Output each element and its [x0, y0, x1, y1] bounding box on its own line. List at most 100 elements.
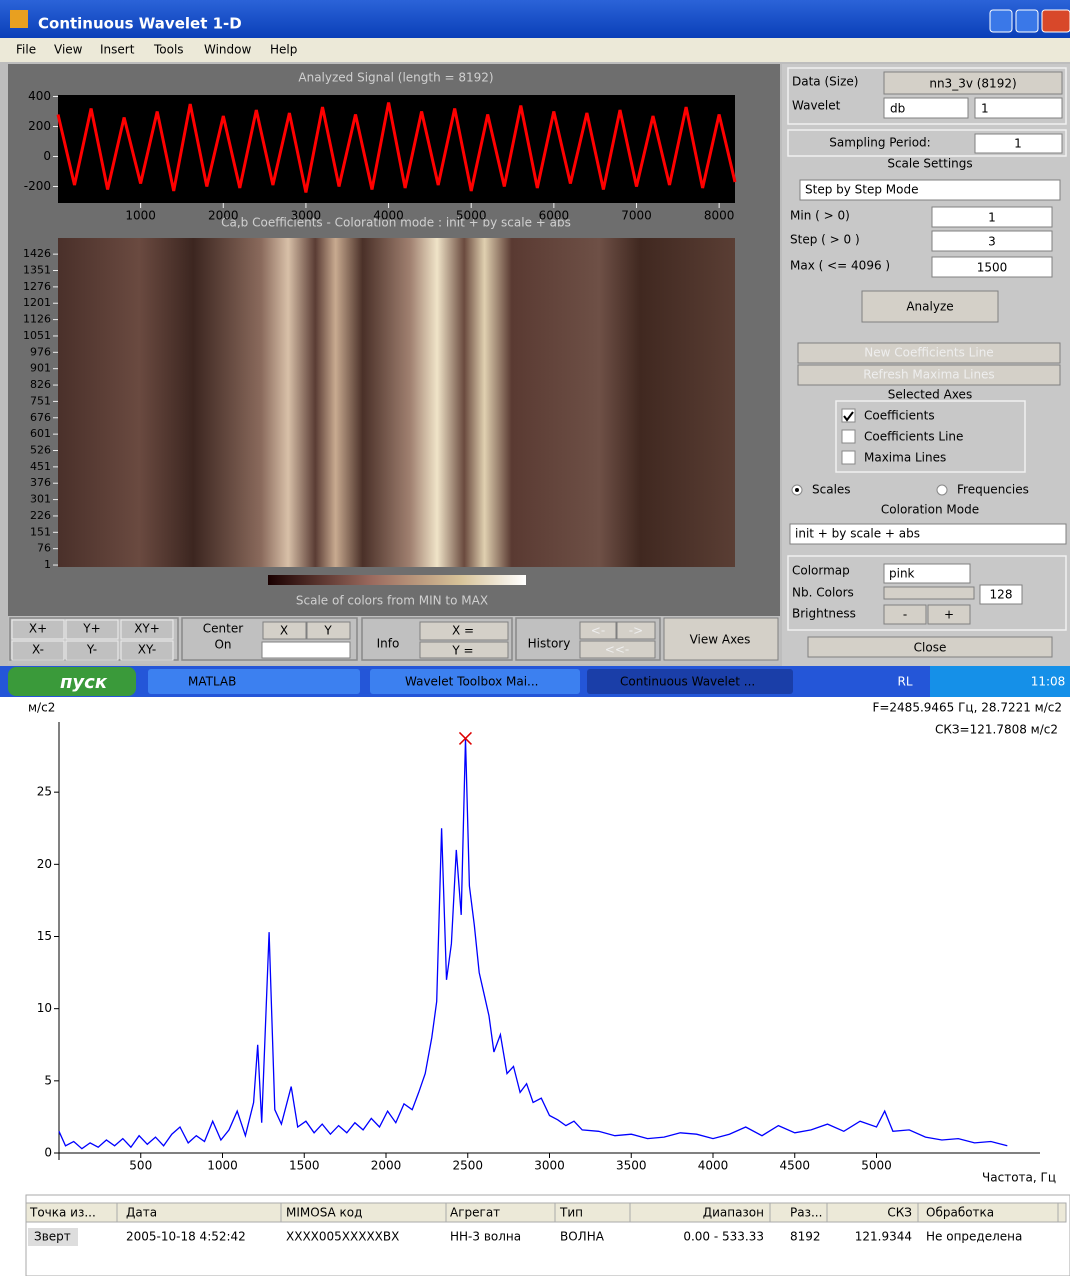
- title-bar: [0, 0, 1070, 38]
- nb-colors-label: Nb. Colors: [792, 586, 854, 600]
- task-continuous[interactable]: [587, 669, 793, 694]
- menu-item[interactable]: Tools: [153, 43, 184, 57]
- sampling-input[interactable]: [974, 133, 1063, 154]
- close-window[interactable]: [1041, 9, 1070, 33]
- x-tick-label: 2000: [371, 1159, 402, 1173]
- y-tick-label: 1051: [23, 329, 51, 342]
- x-tick-label: 8000: [704, 209, 735, 223]
- y-tick-label: 526: [30, 443, 51, 456]
- history-back-label: <-: [591, 624, 605, 638]
- minimize[interactable]: [989, 9, 1013, 33]
- max-input[interactable]: [931, 256, 1053, 278]
- maximize[interactable]: [1015, 9, 1039, 33]
- clock: 11:08: [1031, 675, 1066, 689]
- y-tick-label: 400: [28, 89, 51, 103]
- new-coef-button[interactable]: [797, 342, 1061, 364]
- center-x[interactable]: [262, 621, 307, 640]
- menu-item[interactable]: Help: [270, 43, 297, 57]
- y-tick-label: 0: [44, 1146, 52, 1160]
- center-label: Center: [203, 622, 243, 636]
- center-group: [181, 617, 358, 661]
- y-tick-label: 451: [30, 460, 51, 473]
- task-wavelet-main[interactable]: [370, 669, 580, 694]
- history-back-all[interactable]: [579, 640, 656, 659]
- column-header[interactable]: Точка из...: [29, 1206, 96, 1220]
- checkbox-label: Coefficients: [864, 409, 935, 423]
- brightness-label: Brightness: [792, 607, 856, 621]
- column-header[interactable]: MIMOSA код: [286, 1206, 362, 1220]
- analyze-button[interactable]: [861, 290, 999, 323]
- y-tick-label: 1426: [23, 247, 51, 260]
- step-input[interactable]: [931, 230, 1053, 252]
- plus-label: +: [944, 608, 954, 622]
- close-button[interactable]: [807, 636, 1053, 658]
- wavelet-family-select[interactable]: [883, 97, 969, 119]
- menu-item[interactable]: File: [16, 43, 36, 57]
- history-forward[interactable]: [616, 621, 656, 640]
- checkbox[interactable]: [841, 450, 856, 465]
- history-back[interactable]: [579, 621, 617, 640]
- y-tick-label: 1126: [23, 313, 51, 326]
- mode-select[interactable]: [799, 179, 1061, 201]
- center-y[interactable]: [306, 621, 351, 640]
- y-field: [419, 641, 509, 659]
- info-label: Info: [377, 637, 400, 651]
- checkbox[interactable]: [841, 429, 856, 444]
- refresh-button[interactable]: [797, 364, 1061, 386]
- cell: 2005-10-18 4:52:42: [126, 1230, 246, 1244]
- y-tick-label: 376: [30, 476, 51, 489]
- y-tick-label: 25: [37, 785, 52, 799]
- colormap-group: [787, 555, 1067, 631]
- x-tick-label: 2000: [208, 209, 239, 223]
- x-tick-label: 7000: [621, 209, 652, 223]
- nb-colors-input[interactable]: [979, 584, 1023, 605]
- center-input[interactable]: [261, 641, 351, 659]
- coloration-title: Coloration Mode: [881, 503, 979, 517]
- x-tick-label: 4000: [373, 209, 404, 223]
- frequencies-radio[interactable]: [936, 484, 948, 496]
- wavelet-order-select[interactable]: [974, 97, 1063, 119]
- menu-item[interactable]: Insert: [100, 43, 135, 57]
- close-label: Close: [914, 641, 947, 655]
- column-header[interactable]: Дата: [126, 1206, 157, 1220]
- zoom-button[interactable]: [11, 619, 65, 640]
- column-header[interactable]: Обработка: [926, 1206, 994, 1220]
- menu-item[interactable]: View: [54, 43, 83, 57]
- x-tick-label: 1000: [207, 1159, 238, 1173]
- zoom-button[interactable]: [11, 640, 65, 661]
- x-tick-label: 3000: [291, 209, 322, 223]
- window-title: Continuous Wavelet 1-D: [38, 15, 242, 33]
- series-line: [58, 738, 1008, 1150]
- zoom-label: XY-: [138, 643, 156, 657]
- y-tick-label: 826: [30, 378, 51, 391]
- cell: Зверт: [34, 1230, 71, 1244]
- zoom-button[interactable]: [120, 619, 174, 640]
- nb-colors-slider[interactable]: [883, 586, 975, 600]
- column-header[interactable]: Раз...: [790, 1206, 822, 1220]
- y-tick-label: 10: [37, 1001, 52, 1015]
- view-axes[interactable]: [663, 617, 779, 661]
- column-header[interactable]: СКЗ: [887, 1206, 912, 1220]
- menu-bar: [0, 38, 1070, 62]
- x-tick-label: 3000: [534, 1159, 565, 1173]
- zoom-button[interactable]: [120, 640, 174, 661]
- start-button[interactable]: [8, 667, 136, 696]
- spectrum-view: [0, 697, 1070, 1276]
- max-value: 1500: [977, 261, 1008, 275]
- column-header[interactable]: Агрегат: [450, 1206, 500, 1220]
- task-matlab[interactable]: [148, 669, 360, 694]
- column-header[interactable]: Тип: [559, 1206, 583, 1220]
- zoom-button[interactable]: [65, 640, 119, 661]
- data-value-box: [883, 71, 1063, 95]
- min-input[interactable]: [931, 206, 1053, 228]
- column-header[interactable]: Диапазон: [703, 1206, 764, 1220]
- step-value: 3: [988, 235, 996, 249]
- coloration-select[interactable]: [789, 523, 1067, 545]
- tray: [930, 666, 1070, 697]
- zoom-button[interactable]: [65, 619, 119, 640]
- colormap-select[interactable]: [883, 563, 971, 584]
- brightness-minus[interactable]: [883, 604, 927, 625]
- menu-item[interactable]: Window: [204, 43, 252, 57]
- checkbox[interactable]: [841, 408, 856, 423]
- brightness-plus[interactable]: [927, 604, 971, 625]
